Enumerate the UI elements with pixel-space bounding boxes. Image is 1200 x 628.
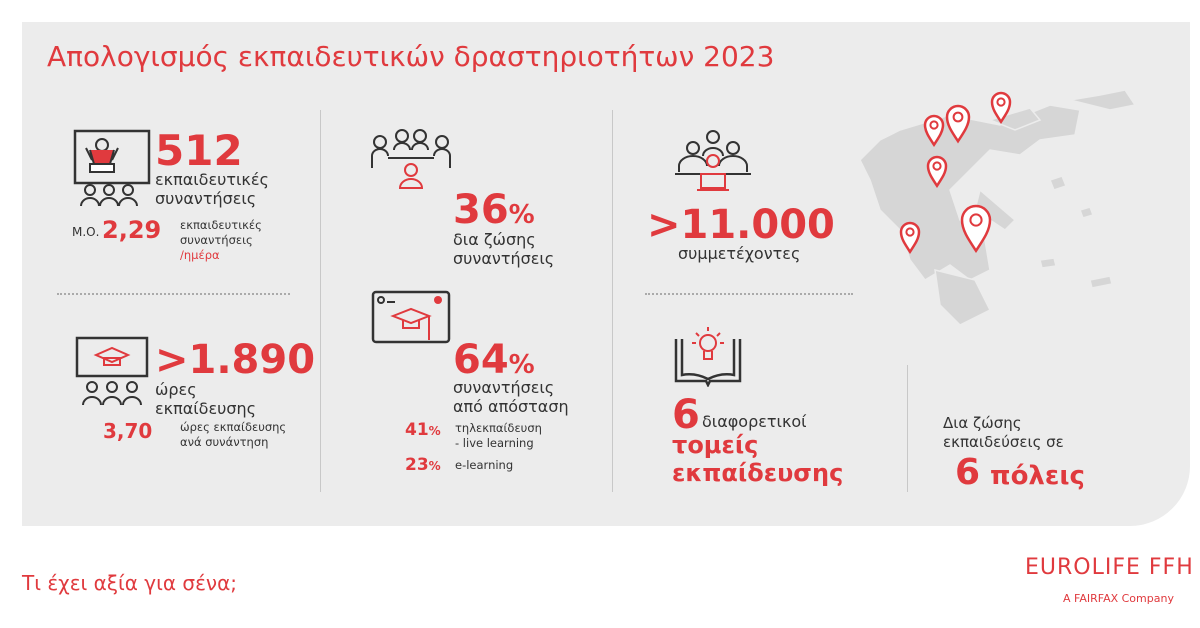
group-laptops-icon: [675, 130, 751, 191]
divider: [57, 293, 290, 295]
live-learning-label: - live learning: [455, 436, 534, 450]
map-pin-icon: [960, 204, 992, 254]
meeting-table-icon: [371, 129, 451, 189]
e-learning-value: 23%: [405, 457, 441, 474]
percent-unit: %: [428, 424, 441, 438]
logo-subtitle: A FAIRFAX Company: [1063, 592, 1174, 605]
logo: EUROLIFE FFH: [1025, 555, 1194, 580]
participants-label: συμμετέχοντες: [678, 244, 801, 263]
hours-label: ώρες: [155, 380, 197, 399]
book-lightbulb-icon: [674, 327, 742, 387]
sectors-label-bold: τομείς: [672, 431, 759, 459]
hours-label: εκπαίδευσης: [155, 399, 257, 418]
in-person-value: 36%: [453, 190, 535, 230]
page-title: Απολογισμός εκπαιδευτικών δραστηριοτήτων…: [47, 40, 775, 73]
avg-prefix: Μ.Ο.: [72, 225, 100, 239]
map-pin-icon: [990, 91, 1012, 125]
cities-label-bold: πόλεις: [990, 461, 1085, 491]
meetings-label: εκπαιδευτικές: [155, 170, 269, 189]
map-pin-icon: [923, 114, 945, 148]
in-person-label: συναντήσεις: [453, 249, 555, 268]
avg-label: συναντήσεις: [180, 233, 253, 247]
meetings-label: συναντήσεις: [155, 189, 257, 208]
in-person-label: δια ζώσης: [453, 230, 536, 249]
avg-hours-label: ανά συνάντηση: [180, 435, 269, 449]
cities-label: Δια ζώσης: [943, 414, 1022, 432]
map-pin-icon: [945, 104, 971, 144]
avg-hours-value: 3,70: [103, 419, 153, 443]
graduation-board-icon: [75, 336, 149, 406]
divider: [907, 365, 908, 492]
online-course-icon: [371, 290, 451, 344]
meetings-value: 512: [155, 126, 243, 175]
presenter-classroom-icon: [73, 129, 151, 207]
participants-value: >11.000: [647, 202, 835, 248]
remote-label: από απόσταση: [453, 397, 569, 416]
in-person-number: 36: [453, 187, 509, 233]
divider: [612, 110, 613, 492]
map-pin-layer: [899, 91, 1012, 255]
sectors-label-bold: εκπαίδευσης: [672, 459, 844, 487]
remote-value: 64%: [453, 340, 535, 380]
sectors-value: 6: [672, 392, 700, 438]
hours-value: >1.890: [155, 337, 316, 383]
live-learning-value: 41%: [405, 422, 441, 439]
percent-unit: %: [508, 350, 535, 380]
e-learning-label: e-learning: [455, 458, 514, 472]
remote-number: 64: [453, 337, 509, 383]
avg-hours-label: ώρες εκπαίδευσης: [180, 420, 287, 434]
percent-unit: %: [508, 200, 535, 230]
divider: [320, 110, 321, 492]
avg-label: /ημέρα: [180, 248, 220, 262]
live-learning-label: τηλεκπαίδευση: [455, 421, 542, 435]
map-pin-icon: [899, 221, 921, 255]
remote-label: συναντήσεις: [453, 378, 555, 397]
avg-label: εκπαιδευτικές: [180, 218, 262, 232]
avg-meetings-value: 2,29: [102, 216, 162, 244]
map-pin-icon: [926, 155, 948, 189]
cities-value: 6: [955, 452, 981, 493]
cities-label: εκπαιδεύσεις σε: [943, 433, 1064, 451]
divider: [645, 293, 853, 295]
tagline: Τι έχει αξία για σένα;: [22, 571, 238, 595]
pct: 41: [405, 420, 429, 440]
sectors-label: διαφορετικοί: [702, 412, 807, 431]
pct: 23: [405, 455, 429, 475]
percent-unit: %: [428, 459, 441, 473]
